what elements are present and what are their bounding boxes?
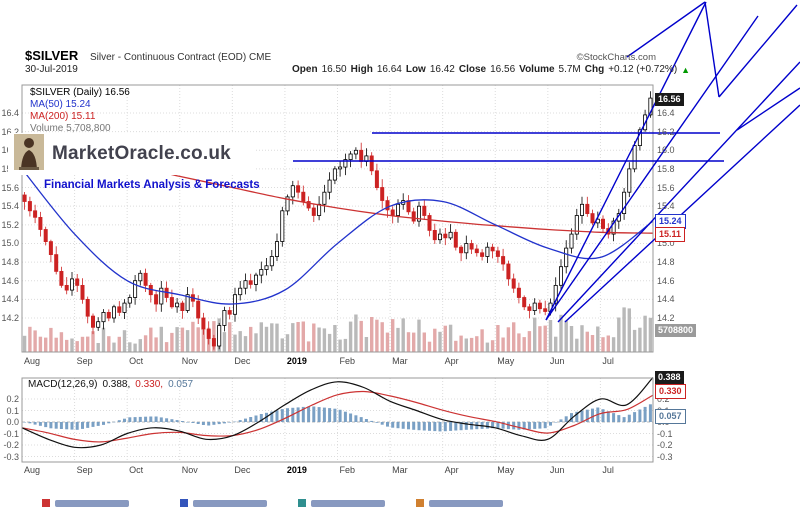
volume-badge: 5708800 bbox=[655, 324, 697, 337]
legend-volume: Volume 5,708,800 bbox=[30, 123, 111, 134]
open-label: Open bbox=[292, 64, 318, 75]
watermark-subtitle: Financial Markets Analysis & Forecasts bbox=[44, 179, 260, 191]
close-value: 16.56 bbox=[490, 64, 516, 75]
footer-link-item[interactable] bbox=[42, 499, 129, 507]
macd-signal-badge: 0.330 bbox=[655, 384, 686, 399]
chart-symbol: $SILVER bbox=[25, 48, 79, 63]
footer-link-text bbox=[55, 499, 129, 507]
statue-logo-icon bbox=[14, 133, 44, 175]
legend-swatch-icon bbox=[42, 499, 50, 507]
footer-strip bbox=[0, 497, 800, 507]
legend-ma50: MA(50) 15.24 bbox=[30, 99, 91, 110]
macd-params: MACD(12,26,9) bbox=[28, 379, 98, 390]
chart-description: Silver - Continuous Contract (EOD) CME bbox=[90, 52, 272, 63]
quote-line: Open 16.50 High 16.64 Low 16.42 Close 16… bbox=[292, 64, 690, 75]
high-value: 16.64 bbox=[376, 64, 402, 75]
macd-badge: 0.388 bbox=[655, 371, 684, 384]
footer-link-text bbox=[429, 499, 503, 507]
footer-link-item[interactable] bbox=[298, 499, 385, 507]
footer-link-text bbox=[311, 499, 385, 507]
low-value: 16.42 bbox=[429, 64, 455, 75]
chart-date: 30-Jul-2019 bbox=[25, 64, 78, 75]
footer-link-item[interactable] bbox=[180, 499, 267, 507]
last-price-badge: 16.56 bbox=[655, 93, 684, 106]
legend-swatch-icon bbox=[416, 499, 424, 507]
footer-link-item[interactable] bbox=[416, 499, 503, 507]
legend-swatch-icon bbox=[298, 499, 306, 507]
stockcharts-copyright: ©StockCharts.com bbox=[576, 52, 656, 63]
legend-ma200: MA(200) 15.11 bbox=[30, 111, 96, 122]
chg-label: Chg bbox=[584, 64, 605, 75]
watermark-title: MarketOracle.co.uk bbox=[52, 143, 231, 164]
marketoracle-watermark: MarketOracle.co.uk bbox=[8, 133, 255, 175]
macd-value: 0.388, bbox=[102, 379, 131, 390]
macd-hist-badge: 0.057 bbox=[655, 409, 686, 424]
legend-symbol: $SILVER (Daily) 16.56 bbox=[30, 87, 130, 98]
close-label: Close bbox=[458, 64, 487, 75]
macd-legend: MACD(12,26,9) 0.388, 0.330, 0.057 bbox=[28, 379, 193, 390]
legend-swatch-icon bbox=[180, 499, 188, 507]
volume-label: Volume bbox=[519, 64, 555, 75]
high-label: High bbox=[350, 64, 373, 75]
macd-hist-value: 0.057 bbox=[168, 379, 194, 390]
macd-signal-value: 0.330, bbox=[135, 379, 164, 390]
open-value: 16.50 bbox=[321, 64, 347, 75]
footer-link-text bbox=[193, 499, 267, 507]
chg-value: +0.12 (+0.72%) bbox=[608, 64, 678, 75]
low-label: Low bbox=[405, 64, 426, 75]
up-arrow-icon: ▲ bbox=[681, 64, 691, 75]
volume-value: 5.7M bbox=[558, 64, 581, 75]
ma200-badge: 15.11 bbox=[655, 227, 686, 242]
